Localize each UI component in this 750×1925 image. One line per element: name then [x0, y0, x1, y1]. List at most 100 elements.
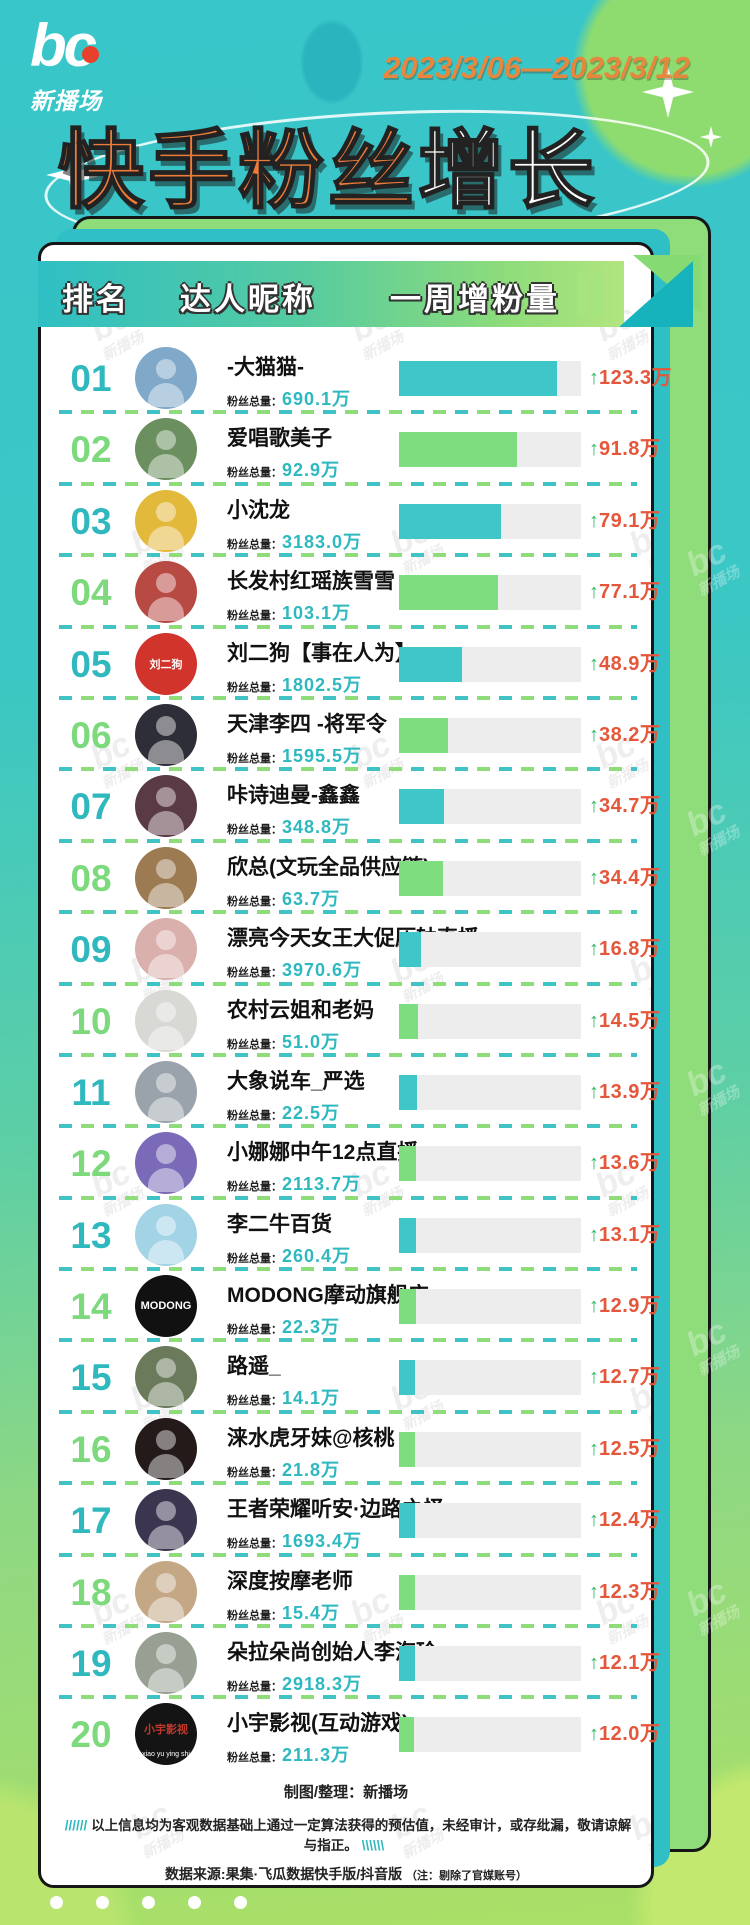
up-arrow-icon: ↑	[589, 1223, 599, 1246]
weekly-growth-value: 12.1万	[599, 1652, 661, 1675]
creator-name: 小宇影视(互动游戏)	[227, 1712, 409, 1736]
weekly-growth: ↑12.3万	[589, 1557, 660, 1628]
fans-total: 粉丝总量：2113.7万	[227, 1170, 361, 1196]
logo-red-dot-icon	[82, 46, 99, 63]
row-divider	[59, 1338, 637, 1343]
table-row: 18 深度按摩老师 粉丝总量：15.4万 ↑12.3万	[41, 1557, 660, 1629]
weekly-growth-value: 79.1万	[599, 509, 661, 532]
up-arrow-icon: ↑	[589, 1580, 599, 1603]
fans-total-value: 22.5万	[282, 1102, 341, 1123]
fans-total-value: 260.4万	[282, 1245, 352, 1266]
weekly-growth-value: 91.8万	[599, 438, 661, 461]
weekly-growth: ↑123.3万	[589, 343, 672, 414]
table-row: 12 小娜娜中午12点直播 粉丝总量：2113.7万 ↑13.6万	[41, 1128, 660, 1200]
weekly-growth: ↑13.1万	[589, 1200, 660, 1271]
avatar	[135, 561, 197, 624]
weekly-growth: ↑34.7万	[589, 771, 660, 842]
weekly-growth-value: 16.8万	[599, 938, 661, 961]
avatar-label: MODONG	[140, 1300, 192, 1313]
creator-name: 刘二狗【事在人为】	[227, 641, 416, 665]
fans-total-value: 1595.5万	[282, 745, 363, 766]
fans-total: 粉丝总量：2918.3万	[227, 1670, 362, 1696]
fans-total-label: 粉丝总量：	[227, 1395, 282, 1408]
fans-total: 粉丝总量：103.1万	[227, 599, 351, 625]
fans-total-value: 22.3万	[282, 1317, 341, 1338]
weekly-growth: ↑12.1万	[589, 1628, 660, 1699]
rank-number: 16	[70, 1428, 112, 1470]
slash-decor-right: \\\\\\	[361, 1838, 385, 1853]
person-silhouette-icon	[135, 1061, 197, 1123]
fans-total-value: 690.1万	[282, 389, 352, 409]
up-arrow-icon: ↑	[589, 581, 599, 604]
growth-bar-fill	[399, 1503, 415, 1539]
creator-name: 深度按摩老师	[227, 1569, 353, 1593]
row-divider	[59, 624, 637, 629]
title-white-part: 增长	[417, 122, 598, 220]
weekly-growth: ↑13.9万	[589, 1057, 660, 1128]
person-silhouette-icon	[135, 990, 197, 1052]
table-row: 04 长发村红瑶族雪雪 粉丝总量：103.1万 ↑77.1万	[41, 557, 660, 629]
table-row: 11 大象说车_严选 粉丝总量：22.5万 ↑13.9万	[41, 1057, 660, 1129]
weekly-growth-value: 77.1万	[599, 581, 661, 604]
person-silhouette-icon	[135, 1561, 197, 1623]
double-bar-icon	[578, 271, 587, 317]
row-divider	[59, 1052, 637, 1057]
brand-logo-text: bc	[30, 12, 97, 79]
avatar	[135, 846, 197, 909]
avatar: 小宇影视 -xiao yu ying shi-	[135, 1703, 197, 1766]
creator-name: 王者荣耀听安·边路之怪	[227, 1498, 444, 1522]
creator-name: 农村云姐和老妈	[227, 998, 374, 1022]
creator-name: 小娜娜中午12点直播	[227, 1141, 419, 1165]
slash-decor-left: //////	[64, 1818, 88, 1833]
growth-bar-fill	[399, 1646, 415, 1682]
growth-bar-fill	[399, 1717, 415, 1753]
weekly-growth-value: 12.0万	[599, 1723, 661, 1746]
table-row: 13 李二牛百货 粉丝总量：260.4万 ↑13.1万	[41, 1200, 660, 1272]
fans-total: 粉丝总量：260.4万	[227, 1242, 351, 1268]
growth-bar-track	[399, 789, 581, 825]
rank-number: 02	[70, 429, 112, 471]
fans-total: 粉丝总量：92.9万	[227, 456, 340, 482]
table-row: 07 咔诗迪曼-鑫鑫 粉丝总量：348.8万 ↑34.7万	[41, 771, 660, 843]
weekly-growth-value: 13.6万	[599, 1152, 661, 1175]
rank-number: 09	[70, 929, 112, 971]
rank-number: 08	[70, 857, 112, 899]
creator-name: 李二牛百货	[227, 1212, 332, 1236]
table-row: 06 天津李四 -将军令 粉丝总量：1595.5万 ↑38.2万	[41, 700, 660, 772]
leaderboard-card: bc新播场bc新播场bc新播场bc新播场bc新播场bc新播场bc新播场bc新播场…	[38, 242, 701, 1888]
fans-total-label: 粉丝总量：	[227, 1609, 282, 1622]
table-row: 10 农村云姐和老妈 粉丝总量：51.0万 ↑14.5万	[41, 986, 660, 1057]
row-divider	[59, 1124, 637, 1129]
growth-bar-fill	[399, 432, 517, 468]
fans-total-value: 1802.5万	[282, 674, 363, 695]
fans-total-label: 粉丝总量：	[227, 752, 282, 765]
growth-bar-fill	[399, 1431, 416, 1467]
fans-total-label: 粉丝总量：	[227, 1181, 282, 1194]
fans-total-label: 粉丝总量：	[227, 824, 282, 837]
rank-number: 06	[70, 714, 112, 756]
row-divider	[59, 410, 637, 415]
up-arrow-icon: ↑	[589, 1080, 599, 1103]
rank-number: 01	[70, 358, 112, 399]
fans-total-label: 粉丝总量：	[227, 1466, 282, 1479]
pager-dot	[188, 1896, 201, 1909]
table-row: 15 路遥_ 粉丝总量：14.1万 ↑12.7万	[41, 1342, 660, 1414]
weekly-growth: ↑34.4万	[589, 843, 660, 914]
growth-bar-track	[399, 432, 581, 468]
row-divider	[59, 695, 637, 700]
avatar	[135, 703, 197, 766]
avatar	[135, 1632, 197, 1695]
rank-number: 03	[70, 500, 112, 542]
column-header-name: 达人昵称	[180, 282, 316, 317]
avatar	[135, 918, 197, 981]
growth-bar-track	[399, 361, 581, 396]
fans-total: 粉丝总量：15.4万	[227, 1599, 340, 1625]
growth-bar-fill	[399, 789, 444, 825]
fans-total: 粉丝总量：22.3万	[227, 1313, 340, 1339]
column-header-growth: 一周增粉量	[390, 282, 560, 317]
avatar	[135, 1346, 197, 1409]
growth-bar-track	[399, 932, 581, 968]
avatar: MODONG	[135, 1275, 197, 1338]
up-arrow-icon: ↑	[589, 1366, 599, 1389]
fans-total-value: 15.4万	[282, 1602, 341, 1623]
